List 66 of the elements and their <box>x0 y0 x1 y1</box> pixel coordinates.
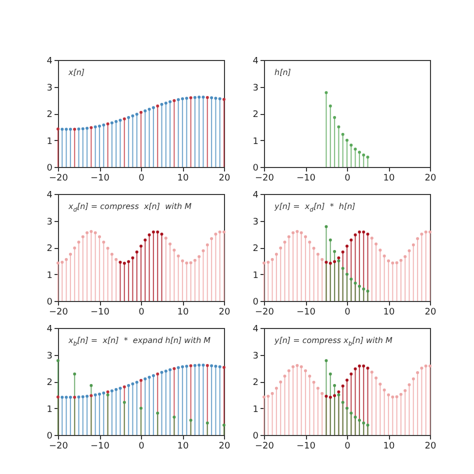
y-tick-label: 1 <box>252 270 258 281</box>
annotation: x$_{d}$[n] = compress x[n] with M <box>68 202 192 214</box>
x-tick-label: −20 <box>49 308 68 318</box>
y-tick-label: 4 <box>46 190 53 200</box>
x-tick-label: 20 <box>218 308 230 318</box>
y-tick-label: 0 <box>46 432 53 442</box>
x-tick-label: −10 <box>296 442 316 452</box>
x-tick-label: 0 <box>138 308 145 318</box>
y-tick-label: 0 <box>252 298 259 308</box>
y-tick-label: 2 <box>46 110 52 120</box>
y-tick-label: 4 <box>46 56 53 66</box>
x-tick-label: −20 <box>255 174 274 184</box>
x-tick-label: 20 <box>424 442 436 452</box>
annotation: y[n] = x$_{d}$[n] * h[n] <box>274 202 356 214</box>
x-tick-label: 0 <box>344 442 351 452</box>
y-tick-label: 3 <box>252 217 258 228</box>
annotation: y[n] = compress x$_{b}$[n] with M <box>274 336 392 348</box>
annotation: x[n] <box>68 68 85 76</box>
x-tick-label: 10 <box>177 442 189 452</box>
y-tick-label: 4 <box>46 324 53 334</box>
x-tick-label: 10 <box>177 174 189 184</box>
y-tick-label: 0 <box>46 164 53 174</box>
y-tick-label: 1 <box>46 270 52 281</box>
y-tick-label: 3 <box>46 217 52 228</box>
y-tick-label: 1 <box>46 136 52 147</box>
x-tick-label: −20 <box>255 442 274 452</box>
y-tick-label: 2 <box>252 378 258 388</box>
y-tick-label: 3 <box>46 83 52 94</box>
x-tick-label: 20 <box>218 174 230 184</box>
x-tick-label: 20 <box>424 308 436 318</box>
x-tick-label: 10 <box>383 308 395 318</box>
y-tick-label: 1 <box>252 136 258 147</box>
x-tick-label: 10 <box>383 174 395 184</box>
x-tick-label: 20 <box>218 442 230 452</box>
x-tick-label: −10 <box>90 442 110 452</box>
y-tick-label: 3 <box>252 83 258 94</box>
x-tick-label: 0 <box>138 174 145 184</box>
y-tick-label: 1 <box>46 404 52 415</box>
y-tick-label: 2 <box>46 244 52 254</box>
x-tick-label: 0 <box>138 442 145 452</box>
annotation: x$_{b}$[n] = x[n] * expand h[n] with M <box>68 336 211 348</box>
y-tick-label: 2 <box>46 378 52 388</box>
x-tick-label: −20 <box>49 174 68 184</box>
y-tick-label: 4 <box>252 190 259 200</box>
y-tick-label: 3 <box>252 351 258 362</box>
y-tick-label: 2 <box>252 244 258 254</box>
x-tick-label: −10 <box>90 174 110 184</box>
y-tick-label: 4 <box>252 56 259 66</box>
x-tick-label: −20 <box>49 442 68 452</box>
x-tick-label: 10 <box>383 442 395 452</box>
y-tick-label: 0 <box>252 432 259 442</box>
y-tick-label: 1 <box>252 404 258 415</box>
y-tick-label: 0 <box>46 298 53 308</box>
x-tick-label: −10 <box>90 308 110 318</box>
x-tick-label: −10 <box>296 174 316 184</box>
x-tick-label: −20 <box>255 308 274 318</box>
y-tick-label: 3 <box>46 351 52 362</box>
y-tick-label: 0 <box>252 164 259 174</box>
x-tick-label: 0 <box>344 308 351 318</box>
annotation: h[n] <box>274 68 291 76</box>
x-tick-label: 0 <box>344 174 351 184</box>
y-tick-label: 4 <box>252 324 259 334</box>
y-tick-label: 2 <box>252 110 258 120</box>
x-tick-label: 20 <box>424 174 436 184</box>
x-tick-label: 10 <box>177 308 189 318</box>
x-tick-label: −10 <box>296 308 316 318</box>
